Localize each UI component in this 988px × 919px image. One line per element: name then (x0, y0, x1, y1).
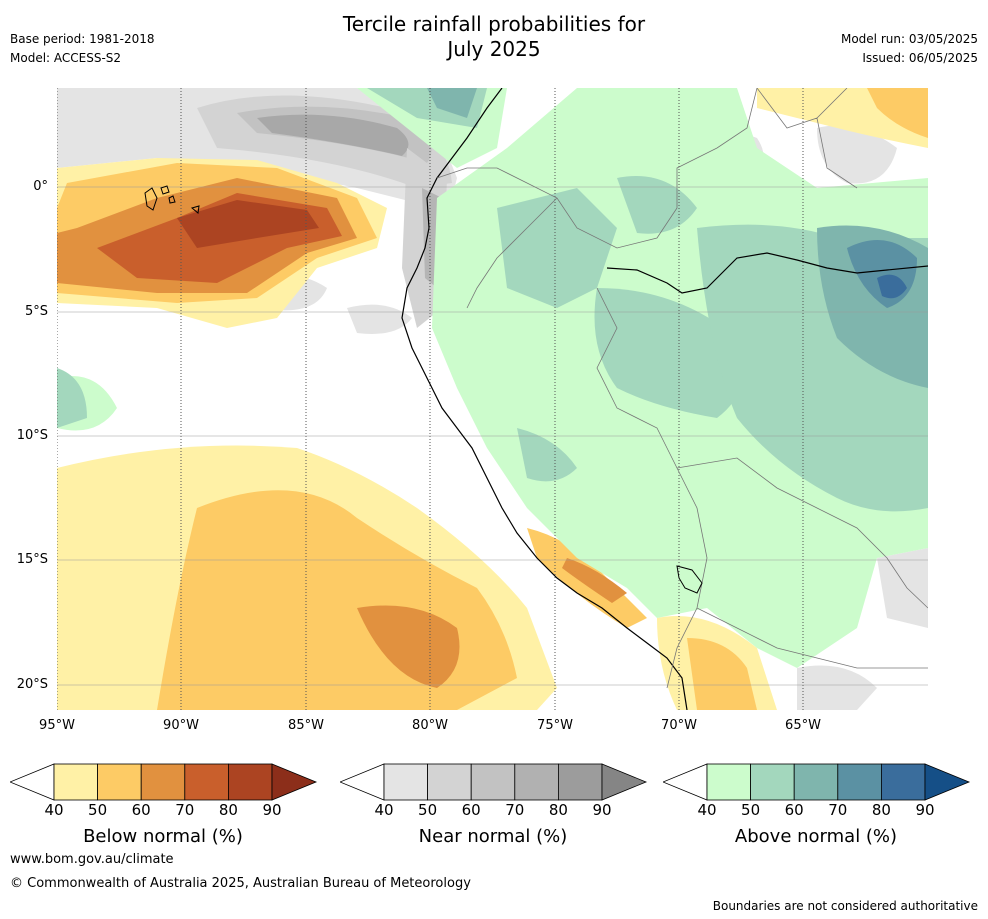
colorbar-tick-label: 60 (131, 801, 151, 819)
colorbar-tick-label: 80 (871, 801, 891, 819)
colorbar-tick-label: 60 (784, 801, 804, 819)
colorbar-tick-label: 40 (44, 801, 64, 819)
colorbar-cell (793, 763, 839, 801)
meta-right: Model run: 03/05/2025 Issued: 06/05/2025 (841, 32, 978, 70)
colorbar-cell (470, 763, 516, 801)
issued-date: Issued: 06/05/2025 (862, 51, 978, 65)
below-normal-regions (57, 88, 928, 710)
model-run: Model run: 03/05/2025 (840, 32, 978, 46)
coastline (401, 88, 688, 710)
lon-label-70w: 70°W (661, 718, 697, 733)
colorbar-above-normal (663, 763, 971, 801)
galapagos-islands (144, 185, 200, 214)
lat-label-5s: 5°S (24, 304, 48, 319)
map-title: Tercile rainfall probabilities for July … (0, 12, 988, 62)
title-line-2: July 2025 (447, 37, 541, 61)
colorbar-tick-label: 50 (418, 801, 438, 819)
meta-left: Base period: 1981-2018 Model: ACCESS-S2 (10, 32, 155, 70)
lon-label-75w: 75°W (537, 718, 573, 733)
colorbar-tick-label: 90 (915, 801, 935, 819)
country-borders (436, 88, 928, 689)
colorbar-tick-label: 80 (218, 801, 238, 819)
colorbar-cell (706, 763, 751, 801)
colorbar-near-normal (340, 763, 648, 801)
colorbar-below-normal (10, 763, 318, 801)
colorbar-ticks: 40 50 60 70 80 90 40 50 60 70 80 90 40 50 60 70 80 90 (0, 801, 988, 821)
colorbar-tick-label: 40 (374, 801, 394, 819)
lon-label-95w: 95°W (39, 718, 75, 733)
colorbar-cell (427, 763, 472, 801)
colorbar-cell (383, 763, 428, 801)
colorbar-tick-label: 70 (828, 801, 848, 819)
colorbar-cell (514, 763, 559, 801)
below-normal-title: Below normal (%) (83, 826, 243, 847)
colorbar-tick-label: 50 (88, 801, 108, 819)
colorbar-tick-label: 80 (548, 801, 568, 819)
colorbar-tick-label: 70 (175, 801, 195, 819)
amazon-river (606, 252, 928, 294)
colorbar-cell (227, 763, 273, 801)
footer-url[interactable]: www.bom.gov.au/climate (10, 852, 174, 867)
lon-label-65w: 65°W (785, 718, 821, 733)
model-name: Model: ACCESS-S2 (10, 51, 122, 65)
colorbar-cell (184, 763, 229, 801)
lon-label-80w: 80°W (412, 718, 448, 733)
lake-titicaca (676, 565, 703, 594)
lat-label-0: 0° (33, 179, 48, 194)
near-normal-title: Near normal (%) (418, 826, 568, 847)
lat-label-10s: 10°S (16, 428, 48, 443)
base-period: Base period: 1981-2018 (10, 32, 155, 46)
colorbar-cell (140, 763, 186, 801)
colorbar-cell (97, 763, 142, 801)
colorbar-cell (557, 763, 603, 801)
lon-label-85w: 85°W (288, 718, 324, 733)
colorbar-cell (53, 763, 98, 801)
title-line-1: Tercile rainfall probabilities for (342, 12, 646, 36)
colorbar-tick-label: 90 (592, 801, 612, 819)
footer-note: Boundaries are not considered authoritat… (712, 899, 978, 913)
lat-label-15s: 15°S (16, 552, 48, 567)
colorbar-cell (880, 763, 926, 801)
colorbar-tick-label: 90 (262, 801, 282, 819)
lon-label-90w: 90°W (163, 718, 199, 733)
colorbar-cell (750, 763, 795, 801)
colorbar-tick-label: 50 (741, 801, 761, 819)
lat-label-20s: 20°S (16, 677, 48, 692)
footer-copyright: © Commonwealth of Australia 2025, Austra… (10, 876, 471, 891)
colorbar-tick-label: 60 (461, 801, 481, 819)
lat-gridlines (57, 186, 928, 686)
rainfall-map (57, 88, 928, 710)
above-normal-title: Above normal (%) (734, 826, 898, 847)
colorbar-tick-label: 40 (697, 801, 717, 819)
colorbar-cell (837, 763, 882, 801)
colorbar-tick-label: 70 (505, 801, 525, 819)
